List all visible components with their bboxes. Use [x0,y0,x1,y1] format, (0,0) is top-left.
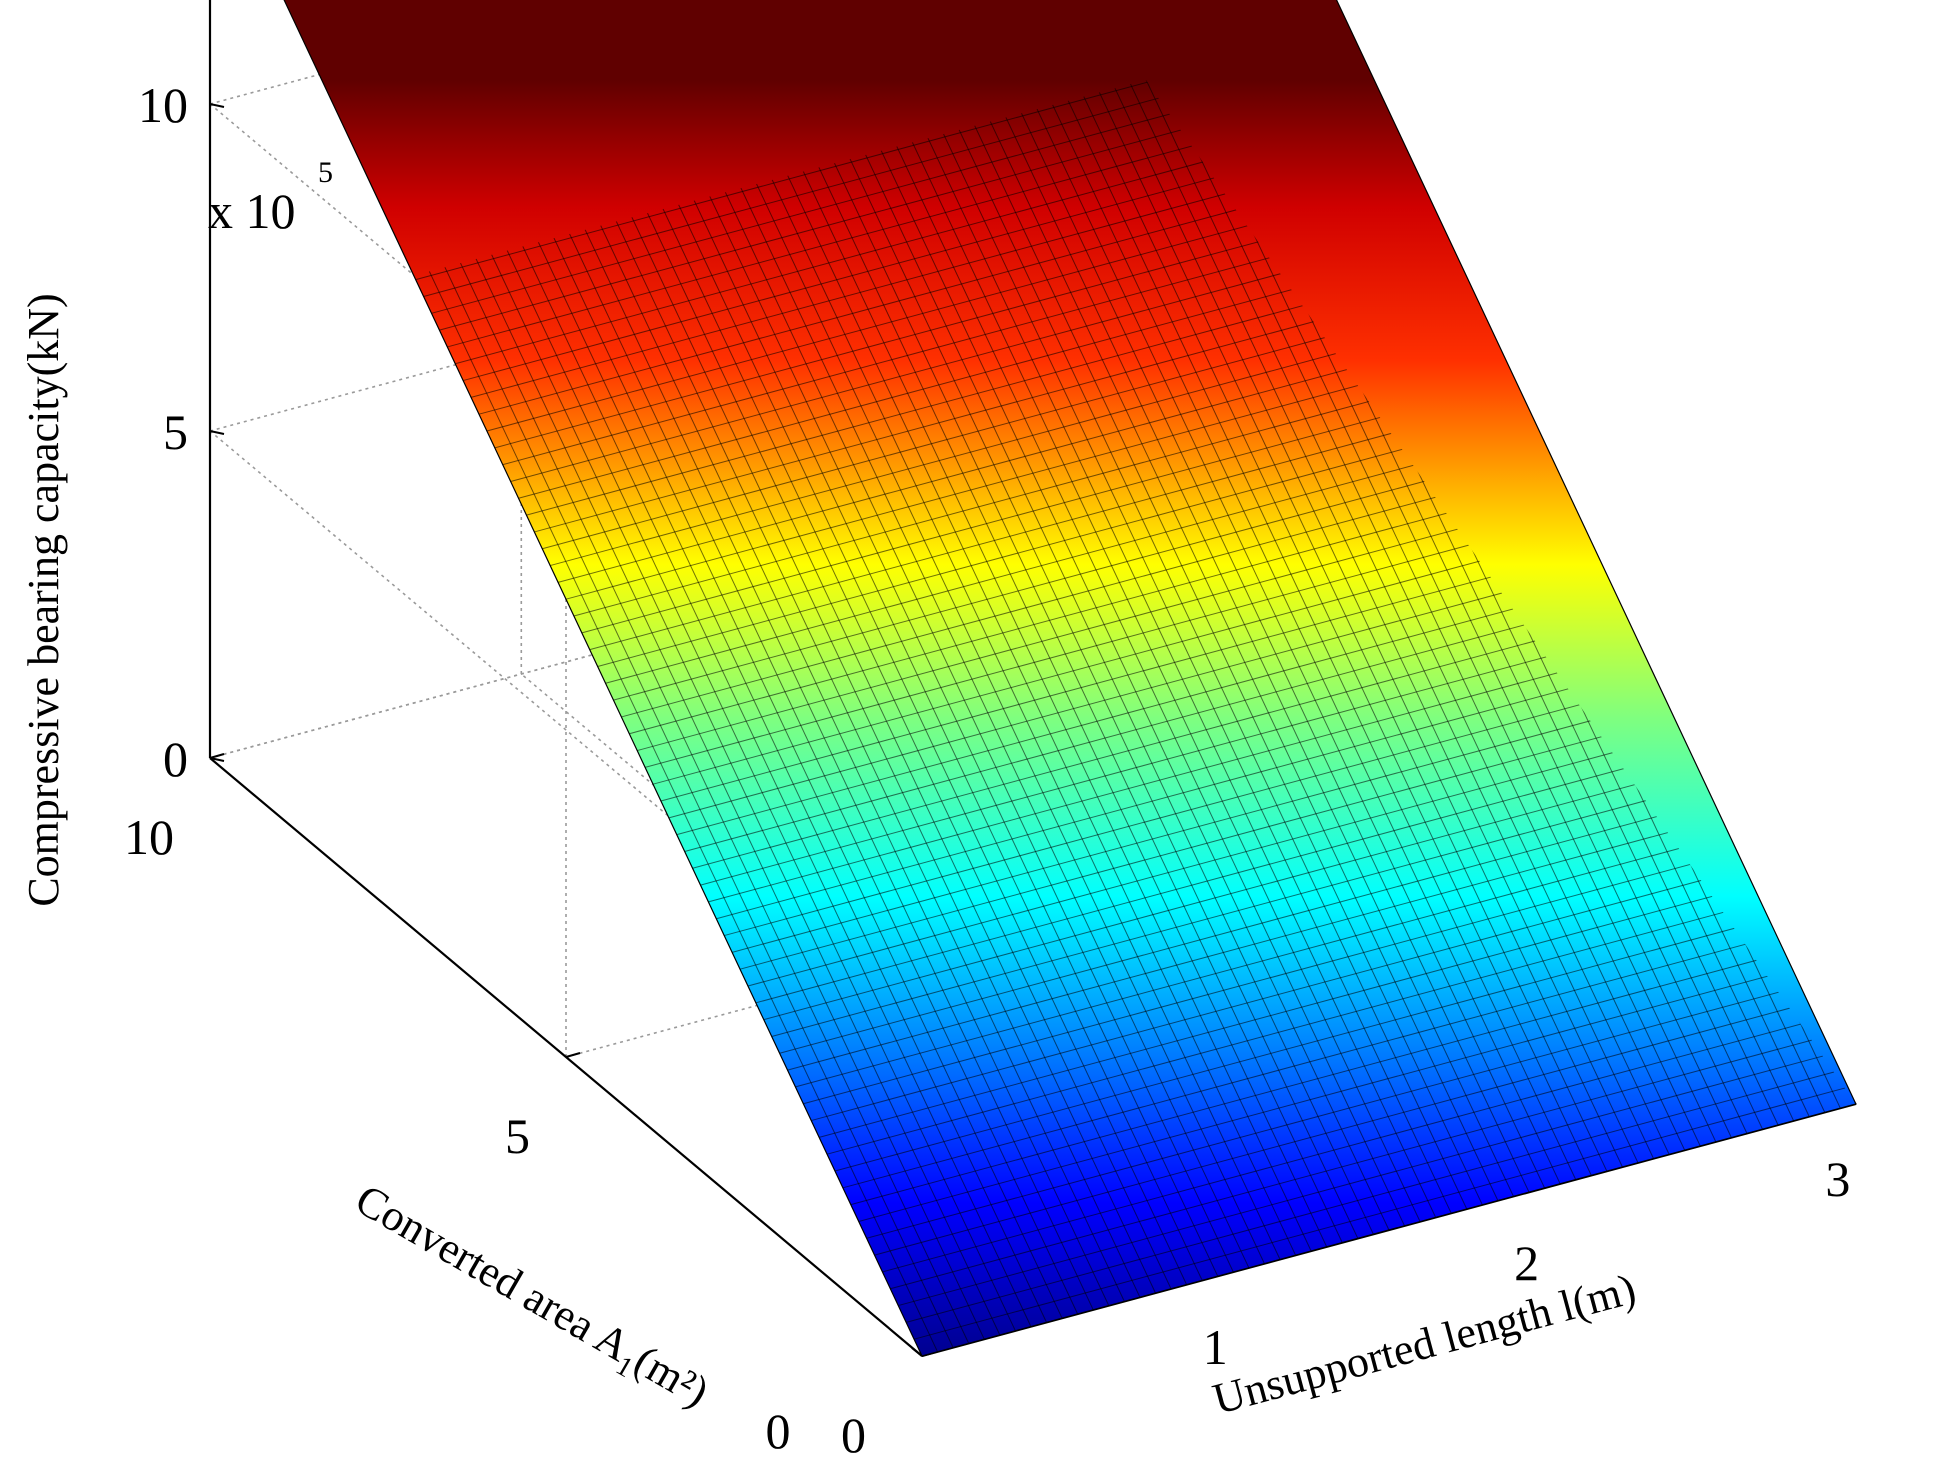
x-tick-label: 1 [1203,1319,1228,1375]
mesh-line-l [785,80,1499,1201]
mesh-line-l [583,80,1297,1256]
mesh-line-l [505,80,1219,1277]
x-tick-label: 0 [766,1403,791,1459]
mesh-line-l [380,80,1094,1311]
mesh-line-l [832,80,1546,1189]
mesh-line-l [474,80,1188,1285]
mesh-line-l [567,80,1281,1260]
mesh-line-l [878,80,1592,1176]
tick-labels: 01230510051015 [124,77,1850,1463]
mesh-line-l [458,80,1172,1290]
x-tick-label: 3 [1825,1151,1850,1207]
mesh-line-l [894,80,1608,1172]
y-axis-label: Converted area A1(m²) [344,1175,717,1423]
x-tick-label: 2 [1514,1235,1539,1291]
y-tick-mark-5 [565,1052,581,1058]
mesh-line-l [614,80,1328,1248]
mesh-line-l [318,80,1032,1327]
mesh-line-l [987,80,1701,1147]
mesh-line-l [769,80,1483,1206]
mesh-line-l [972,80,1686,1151]
z-tick-label: 10 [138,77,188,133]
mesh-line-l [956,80,1670,1155]
svg-text:Converted area A1(m²): Converted area A1(m²) [344,1175,717,1423]
surface [225,0,1857,1357]
mesh-line-l [909,80,1623,1168]
mesh-line-l [863,80,1577,1180]
z-tick-label: 5 [163,404,188,460]
z-multiplier: x 10 [208,183,296,239]
mesh-line-l [287,80,1001,1336]
mesh-line-l [847,80,1561,1185]
mesh-line-l [520,80,1234,1273]
mesh-line-l [489,80,1203,1281]
mesh-line-l [645,80,1359,1239]
mesh-line-l [676,80,1390,1231]
y-tick-label: 5 [505,1108,530,1164]
z-tick-mark-5 [209,430,225,435]
mesh-line-l [723,80,1437,1218]
mesh-line-l [411,80,1125,1302]
x-axis-label: Unsupported length l(m) [1208,1264,1641,1424]
mesh-line-l [443,80,1156,1294]
mesh-line-l [365,80,1079,1315]
mesh-line-l [941,80,1655,1159]
grid-line-z-5 [209,430,923,1030]
mesh-line-l [427,80,1141,1298]
mesh-line-l [551,80,1265,1264]
surface-patch [283,0,1857,1357]
mesh-line-l [925,80,1639,1164]
mesh-line-l [334,80,1047,1323]
mesh-line-l [536,80,1250,1269]
mesh-line-l [598,80,1312,1252]
mesh-line-l [692,80,1405,1227]
mesh-line-l [396,80,1110,1306]
mesh-line-l [801,80,1514,1197]
mesh-line-l [302,80,1016,1332]
z-tick-mark-10 [209,103,225,108]
z-axis-label: Compressive bearing capacity(kN) [19,293,68,906]
mesh-line-l [816,80,1530,1193]
y-tick-label: 10 [124,809,174,865]
y-tick-label: 0 [841,1407,866,1463]
mesh-line-l [754,80,1468,1210]
mesh-line-l [349,80,1063,1319]
mesh-line-l [271,80,985,1340]
x-tick-mark-0 [911,1347,923,1357]
z-multiplier-exponent: 5 [318,156,333,189]
y-tick-mark-10 [209,753,225,759]
mesh-line-l [629,80,1343,1243]
z-tick-label: 0 [163,731,188,787]
mesh-line-l [660,80,1374,1235]
mesh-line-l [707,80,1421,1222]
z-tick-mark-0 [209,757,225,762]
mesh-line-l [738,80,1452,1214]
